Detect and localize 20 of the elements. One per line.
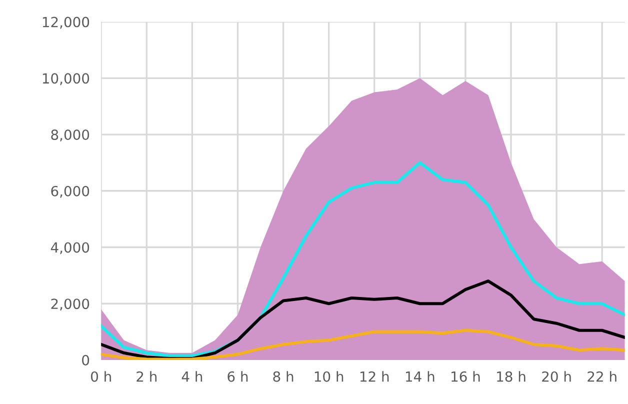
y-tick-label: 6,000 [51, 186, 90, 198]
y-tick-label: 4,000 [50, 242, 90, 254]
y-tick-label: 12,000 [42, 16, 90, 29]
x-tick-label: 8 h [273, 371, 294, 382]
line-series [101, 161, 625, 358]
x-tick-label: 2 h [136, 371, 156, 382]
x-tick-label: 14 h [406, 371, 434, 382]
x-tick-label: 18 h [497, 371, 526, 382]
x-tick-label: 12 h [360, 371, 389, 382]
y-tick-label: 10,000 [42, 73, 90, 86]
x-tick-label: 16 h [452, 371, 480, 382]
x-tick-label: 0 h [90, 371, 111, 382]
x-tick-label: 6 h [228, 371, 248, 382]
x-tick-label: 20 h [542, 371, 571, 382]
y-tick-label: 2,000 [51, 298, 90, 310]
x-tick-label: 10 h [314, 371, 344, 382]
y-tick-label: 8,000 [51, 130, 90, 142]
x-tick-label: 22 h [588, 371, 616, 382]
x-tick-label: 4 h [182, 371, 202, 382]
y-tick-label: 0 [82, 354, 90, 366]
